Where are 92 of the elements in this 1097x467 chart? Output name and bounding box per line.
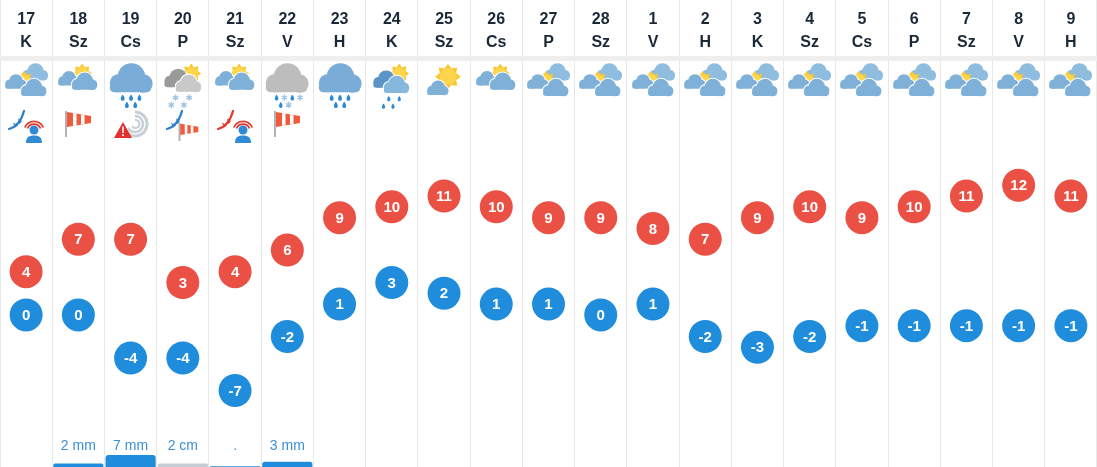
point <box>584 201 618 235</box>
data-label: 2 mm <box>60 436 96 453</box>
x-tick-label: 20 P <box>173 10 192 51</box>
x-tick-label: 8 V <box>1013 10 1025 51</box>
point <box>323 287 357 321</box>
data-label: 7 <box>74 230 83 248</box>
point <box>688 222 722 256</box>
x-tick-label: 28 Sz <box>591 10 611 51</box>
data-label: 10 <box>905 198 923 216</box>
data-label: -4 <box>176 349 191 367</box>
x-tick-label: 18 Sz <box>69 10 88 51</box>
data-label: 9 <box>596 208 605 226</box>
point <box>584 298 618 332</box>
point <box>636 211 670 245</box>
point <box>845 201 879 235</box>
data-label: 8 <box>648 219 658 237</box>
x-tick-label: 1 V <box>647 10 659 51</box>
data-label: 3 <box>387 273 396 291</box>
data-label: 7 <box>126 230 135 248</box>
point <box>61 298 95 332</box>
point <box>479 287 513 321</box>
data-label: -3 <box>750 338 765 356</box>
point <box>218 255 252 289</box>
data-label: 1 <box>335 295 344 313</box>
data-label: 9 <box>544 208 553 226</box>
data-label: -1 <box>1011 316 1026 334</box>
x-tick-label: 21 Sz <box>225 10 245 51</box>
x-tick-label: 26 Cs <box>486 10 507 51</box>
data-label: 9 <box>335 208 344 226</box>
data-label: -1 <box>907 316 921 334</box>
data-label: . <box>233 436 238 453</box>
data-label: 11 <box>1062 187 1079 205</box>
data-label: 1 <box>544 295 553 313</box>
bar <box>262 461 313 467</box>
data-label: 1 <box>648 295 658 313</box>
x-tick-label: 27 P <box>539 10 558 51</box>
data-label: -2 <box>280 327 294 345</box>
data-label: 7 <box>701 230 710 248</box>
data-label: 10 <box>383 198 401 216</box>
data-label: 0 <box>596 306 605 324</box>
point <box>114 222 148 256</box>
data-label: 4 <box>230 262 240 280</box>
data-label: 12 <box>1010 176 1027 194</box>
point <box>532 201 565 235</box>
x-tick-label: 22 V <box>278 10 297 51</box>
data-label: 2 cm <box>167 436 199 453</box>
point <box>270 233 304 267</box>
point <box>9 298 43 332</box>
x-tick-label: 9 H <box>1065 10 1077 51</box>
point <box>375 265 409 299</box>
data-label: 7 mm <box>113 436 149 453</box>
x-tick-label: 4 Sz <box>800 10 820 51</box>
point <box>427 276 461 310</box>
x-tick-label: 5 Cs <box>851 10 873 51</box>
point <box>166 265 200 299</box>
data-label: 4 <box>21 262 31 280</box>
data-label: -2 <box>803 327 817 345</box>
x-tick-label: 2 H <box>699 10 711 51</box>
point <box>532 287 565 321</box>
data-label: -1 <box>1064 316 1078 334</box>
data-label: -2 <box>698 327 712 345</box>
data-label: 11 <box>958 187 975 205</box>
data-label: -7 <box>228 381 242 399</box>
data-label: 3 <box>178 273 188 291</box>
bar <box>105 455 156 467</box>
data-label: 10 <box>487 198 505 216</box>
x-tick-label: 23 H <box>330 10 349 51</box>
data-label: -1 <box>959 316 974 334</box>
data-label: 6 <box>283 241 292 259</box>
data-label: -4 <box>123 349 138 367</box>
x-tick-label: 6 P <box>908 10 920 51</box>
data-label: 9 <box>753 208 762 226</box>
x-tick-label: 19 Cs <box>120 10 141 51</box>
data-label: 11 <box>436 187 452 205</box>
data-label: -1 <box>855 316 869 334</box>
data-label: 2 <box>439 284 449 302</box>
data-label: 10 <box>801 198 819 216</box>
point <box>9 255 43 289</box>
data-label: 0 <box>74 306 83 324</box>
x-tick-label: 17 K <box>17 10 36 51</box>
point <box>740 201 774 235</box>
x-tick-label: 25 Sz <box>434 10 454 51</box>
x-tick-label: 24 K <box>382 10 401 51</box>
x-tick-label: 3 K <box>751 10 764 51</box>
point <box>61 222 95 256</box>
data-label: 3 mm <box>269 436 305 453</box>
data-label: 1 <box>492 295 501 313</box>
x-tick-label: 7 Sz <box>957 10 976 51</box>
point <box>323 201 357 235</box>
data-label: 0 <box>21 306 31 324</box>
point <box>636 287 670 321</box>
data-label: 9 <box>857 208 867 226</box>
